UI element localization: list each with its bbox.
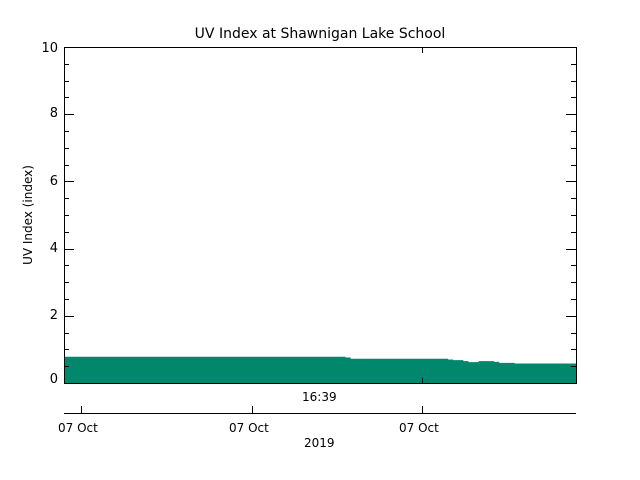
date-tick-label: 07 Oct [229,421,269,435]
y-tick-label: 8 [49,106,58,121]
plot-frame [64,47,577,384]
y-axis-ticks [64,47,576,384]
uv-area [64,356,576,383]
y-tick-label: 6 [49,174,58,189]
y-tick-label: 4 [49,241,58,256]
date-tick-label: 07 Oct [399,421,439,435]
current-time-marker-label: 16:39 [302,390,337,404]
chart-title: UV Index at Shawnigan Lake School [194,26,446,42]
x-axis-year-label: 2019 [304,436,335,450]
uv-area-fill [64,356,576,383]
y-tick-label: 0 [49,372,58,387]
y-tick-label: 10 [41,41,58,56]
date-tick-label: 07 Oct [58,421,98,435]
y-axis-label: UV Index (index) [21,165,35,265]
time-axis [64,406,576,414]
y-tick-label: 2 [49,308,58,323]
